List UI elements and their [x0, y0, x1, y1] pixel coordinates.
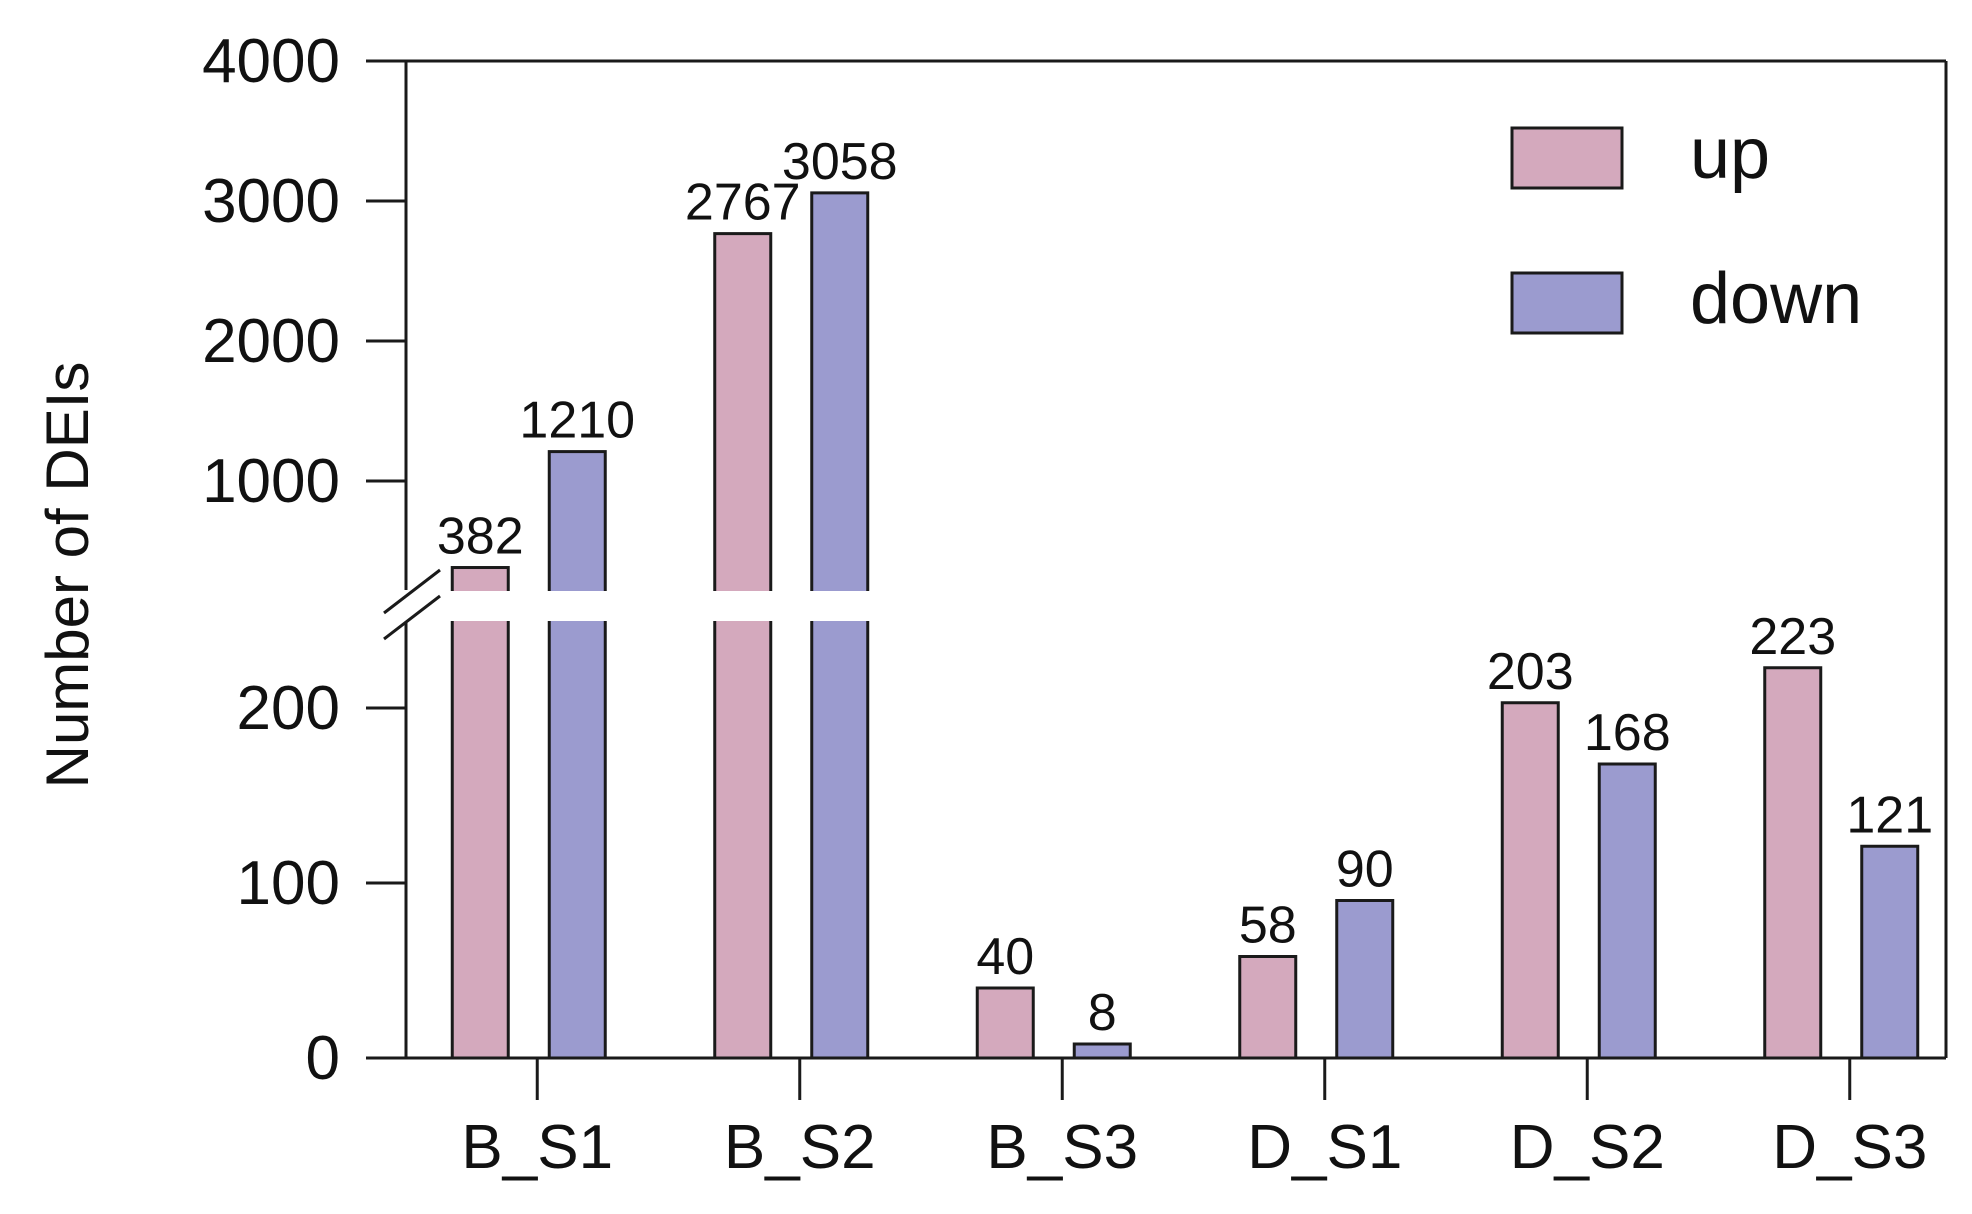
y-tick-label: 4000: [202, 27, 340, 96]
axis-break-slash-lower: [383, 594, 441, 641]
legend-label-up: up: [1690, 114, 1770, 194]
bar-down-D_S1: [1335, 899, 1395, 1060]
data-label-up-D_S3: 223: [1749, 608, 1836, 666]
legend-label-down: down: [1690, 259, 1862, 339]
bar-up-B_S1: [450, 566, 510, 1060]
y-tick-label: 200: [237, 674, 340, 743]
x-axis-ticks: B_S1 B_S2 B_S3 D_S1 D_S2 D_S3: [461, 1058, 1927, 1182]
y-axis-label: Number of DEIs: [34, 362, 101, 789]
axis-break-marks: [383, 568, 441, 641]
data-label-up-B_S3: 40: [976, 928, 1034, 986]
x-tick-label: D_S1: [1247, 1113, 1402, 1182]
plot-frame: [366, 59, 1948, 1060]
bar-up-D_S1: [1238, 955, 1298, 1060]
legend-swatch-up: [1510, 126, 1624, 190]
data-label-down-B_S2: 3058: [782, 133, 898, 191]
axis-break-slash-upper: [383, 568, 441, 615]
y-tick-label: 1000: [202, 447, 340, 516]
y-tick-label: 2000: [202, 307, 340, 376]
x-tick-label: B_S1: [461, 1113, 613, 1182]
data-label-down-B_S1: 1210: [519, 392, 635, 450]
bars-group: [450, 191, 1920, 1060]
data-label-down-D_S3: 121: [1846, 786, 1933, 844]
bar-down-D_S3: [1860, 844, 1920, 1060]
x-tick-label: B_S3: [986, 1113, 1138, 1182]
bar-down-B_S2: [810, 191, 870, 1060]
bar-up-D_S3: [1763, 666, 1823, 1060]
legend: up down: [1510, 114, 1862, 339]
axis-break-gap: [380, 591, 940, 621]
bar-up-B_S3: [975, 986, 1035, 1060]
bar-up-B_S2: [713, 232, 773, 1060]
bar-down-D_S2: [1597, 762, 1657, 1060]
y-tick-label: 0: [306, 1024, 340, 1093]
data-label-down-B_S3: 8: [1088, 984, 1117, 1042]
data-label-up-B_S1: 382: [437, 508, 524, 566]
x-tick-label: D_S2: [1510, 1113, 1665, 1182]
data-label-up-D_S1: 58: [1239, 897, 1297, 955]
bar-up-D_S2: [1500, 701, 1560, 1060]
data-label-down-D_S2: 168: [1584, 704, 1671, 762]
x-tick-label: B_S2: [724, 1113, 876, 1182]
x-tick-label: D_S3: [1772, 1113, 1927, 1182]
y-tick-label: 3000: [202, 167, 340, 236]
bar-down-B_S3: [1072, 1042, 1132, 1060]
data-label-down-D_S1: 90: [1336, 841, 1394, 899]
y-tick-label: 100: [237, 849, 340, 918]
bar-down-B_S1: [547, 450, 607, 1060]
legend-swatch-down: [1510, 271, 1624, 335]
y-axis-ticks: 0 100 200 1000 2000 3000 4000: [202, 27, 406, 1093]
data-label-up-D_S2: 203: [1487, 643, 1574, 701]
data-label-up-B_S2: 2767: [685, 174, 801, 232]
